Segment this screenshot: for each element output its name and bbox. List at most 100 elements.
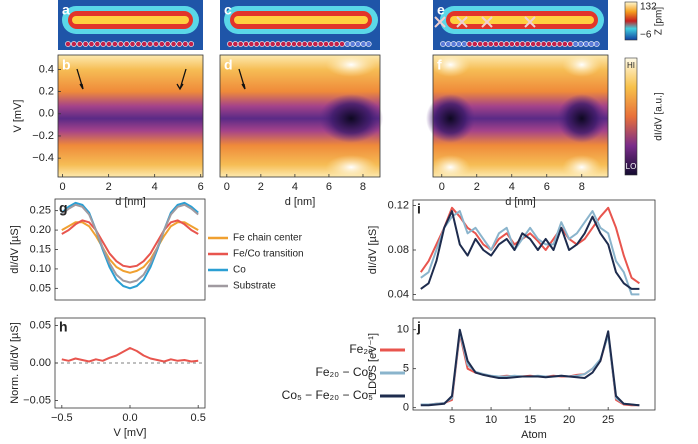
- atom-dot: [466, 41, 473, 47]
- atom-dot: [291, 41, 297, 47]
- x-tick-label: 0.5: [191, 412, 206, 424]
- x-axis-label: V [mV]: [113, 427, 146, 439]
- x-tick-label: 10: [485, 414, 497, 426]
- y-tick-label: 0.20: [30, 224, 51, 236]
- atom-dot: [540, 41, 547, 47]
- colorbar-label: Z [pm]: [654, 7, 665, 36]
- x-axis-label: d [nm]: [285, 196, 316, 208]
- y-tick-label: 10: [397, 324, 409, 336]
- atom-dot: [355, 41, 361, 47]
- atom-dot: [455, 41, 462, 47]
- legend-label: Fe/Co transition: [233, 249, 304, 260]
- atom-dot: [275, 41, 281, 47]
- cross-mark: [456, 16, 468, 28]
- y-tick-label: 0.4: [39, 63, 54, 75]
- atom-dot: [471, 41, 478, 47]
- x-tick-label: 4: [152, 181, 158, 193]
- atom-dot: [312, 41, 319, 47]
- atom-dot: [360, 41, 367, 47]
- y-tick-label: −0.4: [32, 152, 54, 164]
- x-tick-label: 25: [602, 414, 614, 426]
- atom-dot: [503, 41, 510, 47]
- atom-dot: [519, 41, 526, 47]
- arrow: [76, 68, 84, 90]
- y-axis-label: Norm. dI/dV [µS]: [9, 322, 21, 404]
- legend-label: Substrate: [233, 281, 276, 292]
- atom-dot: [70, 41, 77, 47]
- atom-dot: [123, 41, 130, 47]
- atom-dot: [482, 41, 489, 47]
- atom-dot: [498, 41, 505, 47]
- y-tick-label: 0.12: [388, 199, 409, 211]
- map-feature: [562, 155, 602, 180]
- atom-dot: [158, 41, 165, 47]
- atom-dot: [237, 41, 244, 47]
- atom-dot: [153, 41, 159, 47]
- atom-dot: [232, 41, 239, 47]
- colorbar-label: dI/dV [a.u.]: [654, 92, 665, 141]
- atom-dot: [524, 41, 531, 47]
- atom-dot: [477, 41, 483, 47]
- y-tick-label: 0.15: [30, 243, 51, 255]
- atom-dot: [551, 41, 558, 47]
- x-tick-label: 0: [60, 181, 66, 193]
- x-tick-label: 8: [360, 181, 366, 193]
- atom-dot: [188, 41, 195, 47]
- panel-label: c: [224, 2, 232, 18]
- panel-label: e: [437, 2, 445, 18]
- map-feature: [325, 52, 377, 77]
- x-tick-label: 0: [439, 181, 445, 193]
- atom-dot: [562, 41, 568, 47]
- arrow: [238, 68, 246, 90]
- atom-dot: [100, 41, 107, 47]
- x-tick-label: 2: [474, 181, 480, 193]
- atom-dot: [487, 41, 494, 47]
- atom-dot: [307, 41, 313, 47]
- series-line: [61, 347, 199, 363]
- x-tick-label: 0.0: [122, 412, 137, 424]
- plot-frame: [432, 54, 609, 178]
- atom-dot: [365, 41, 372, 47]
- atom-dot: [328, 41, 335, 47]
- atom-dot: [333, 41, 340, 47]
- colorbar-tick-label: 132: [640, 2, 657, 13]
- y-tick-label: 0.05: [30, 319, 51, 331]
- atom-dot: [248, 41, 255, 47]
- atom-dot: [567, 41, 574, 47]
- atom-dot: [170, 41, 177, 47]
- atom-dot: [323, 41, 329, 47]
- x-axis-label: d [nm]: [115, 196, 146, 208]
- x-tick-label: −0.5: [51, 412, 73, 424]
- atom-dot: [301, 41, 308, 47]
- y-tick-label: −0.05: [23, 394, 51, 406]
- cross-mark: [434, 16, 446, 28]
- cross-mark: [524, 16, 536, 28]
- y-axis-label: LDOS [eV⁻¹]: [367, 333, 379, 395]
- atom-dot: [112, 41, 118, 47]
- atom-dot: [94, 41, 101, 47]
- atom-dot: [493, 41, 499, 47]
- atom-dot: [461, 41, 468, 47]
- atom-dot: [344, 41, 351, 47]
- y-tick-label: 0.08: [388, 244, 409, 256]
- series-line: [61, 219, 199, 268]
- atom-dot: [280, 41, 287, 47]
- x-tick-label: 2: [258, 181, 264, 193]
- y-axis-label: V [mV]: [12, 99, 24, 132]
- atom-dot: [285, 41, 292, 47]
- map-feature: [430, 155, 471, 180]
- y-axis-label: dI/dV [µS]: [367, 226, 379, 275]
- x-tick-label: 15: [524, 414, 536, 426]
- legend-label: Co: [233, 265, 246, 276]
- atom-dot: [577, 41, 584, 47]
- plot-frame: [219, 54, 381, 178]
- colorbar: [624, 57, 638, 176]
- arrow: [176, 68, 187, 91]
- y-tick-label: 0.05: [30, 282, 51, 294]
- chain-core: [234, 16, 368, 24]
- y-tick-label: 0.0: [39, 108, 54, 120]
- x-tick-label: 8: [579, 181, 585, 193]
- plot-frame: [412, 317, 656, 411]
- series-line: [420, 328, 640, 407]
- atom-dot: [535, 41, 542, 47]
